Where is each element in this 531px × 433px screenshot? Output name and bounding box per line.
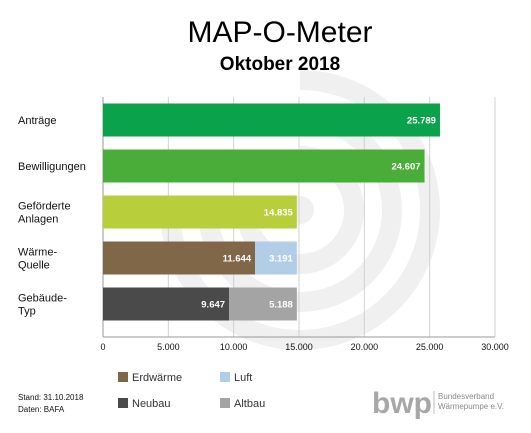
- bar-segment: [103, 103, 440, 137]
- category-label: Wärme-: [18, 247, 57, 259]
- bar-value-label: 14.835: [264, 208, 294, 219]
- bar-segment: [103, 149, 425, 183]
- x-axis-tick-labels: 0 5.000 10.000 15.000 20.000 25.000 30.000: [100, 342, 508, 352]
- x-tick-label: 0: [100, 342, 105, 352]
- category-label: Anträge: [18, 115, 57, 127]
- x-tick-label: 30.000: [481, 342, 509, 352]
- x-tick-label: 20.000: [351, 342, 379, 352]
- bar-value-label: 5.188: [269, 300, 293, 311]
- x-tick-label: 15.000: [285, 342, 313, 352]
- x-tick-label: 10.000: [220, 342, 248, 352]
- bar-segment: [103, 241, 256, 275]
- bar-value-label: 25.789: [407, 116, 436, 127]
- legend-swatch: [220, 372, 230, 382]
- legend-label: Altbau: [234, 398, 265, 410]
- chart-title: MAP-O-Meter: [187, 16, 372, 49]
- bar-value-label: 24.607: [391, 162, 420, 173]
- bwp-logo: bwp Bundesverband Wärmepumpe e.V.: [372, 387, 504, 420]
- bar-segment: [103, 287, 230, 321]
- category-label: Anlagen: [18, 214, 58, 226]
- x-tick-label: 25.000: [416, 342, 444, 352]
- bar-segment: [103, 195, 297, 229]
- legend-label: Erdwärme: [132, 372, 182, 384]
- legend: Erdwärme Luft Neubau Altbau: [118, 372, 265, 410]
- x-tick-label: 5.000: [157, 342, 180, 352]
- chart-subtitle: Oktober 2018: [220, 54, 340, 75]
- category-label: Geförderte: [18, 201, 71, 213]
- category-label: Typ: [18, 306, 36, 318]
- legend-swatch: [118, 398, 128, 408]
- footer-stand: Stand: 31.10.2018: [18, 393, 84, 402]
- logo-sub-line2: Wärmepumpe e.V.: [438, 402, 504, 411]
- bars: 25.789 24.607 14.835 11.644 3.191 9.647 5.188: [103, 103, 440, 321]
- legend-swatch: [220, 398, 230, 408]
- bar-segment: [229, 287, 297, 321]
- bar-value-label: 3.191: [269, 254, 293, 265]
- legend-swatch: [118, 372, 128, 382]
- bar-value-label: 11.644: [223, 254, 252, 265]
- logo-sub-line1: Bundesverband: [438, 392, 494, 401]
- legend-label: Neubau: [132, 398, 171, 410]
- category-label: Gebäude-: [18, 293, 67, 305]
- bar-segment: [255, 241, 297, 275]
- footer-daten: Daten: BAFA: [18, 405, 65, 414]
- category-label: Quelle: [18, 260, 50, 272]
- bar-value-label: 9.647: [201, 300, 225, 311]
- legend-label: Luft: [234, 372, 252, 384]
- category-label: Bewilligungen: [18, 161, 86, 173]
- logo-text: bwp: [372, 387, 432, 420]
